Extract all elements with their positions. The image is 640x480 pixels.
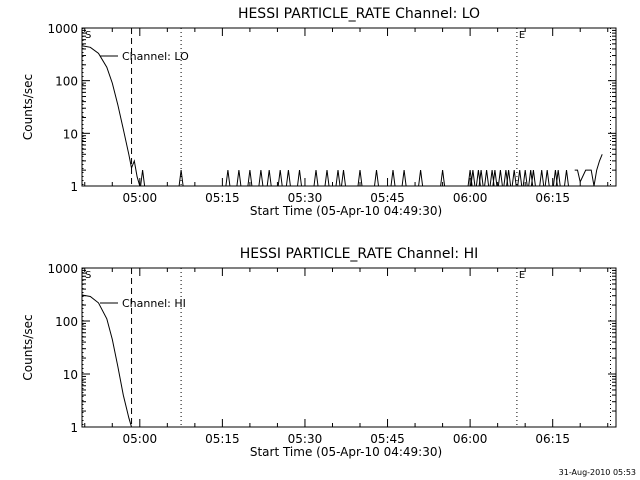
x-axis-label: Start Time (05-Apr-10 04:49:30) [250,204,442,218]
count-spike [277,170,283,187]
legend-label: Channel: HI [122,297,186,310]
y-tick-label: 1 [70,180,78,194]
count-spike [511,170,517,187]
x-tick-label: 06:15 [535,191,570,205]
x-tick-label: 05:30 [288,191,323,205]
count-spike [178,170,184,187]
x-tick-label: 05:15 [205,191,240,205]
count-spike [492,170,498,187]
time-marker-label: E [519,270,525,281]
count-spike [497,170,503,187]
count-spike [564,170,569,187]
x-tick-label: 06:00 [453,191,488,205]
count-spike [297,170,302,187]
count-spike [258,170,264,187]
chart-panel: HESSI PARTICLE_RATE Channel: HI 1 10 100 100… [21,246,617,459]
plot-frame [81,27,617,187]
chart-title: HESSI PARTICLE_RATE Channel: LO [238,6,480,22]
count-spike [285,170,291,187]
count-spike [555,170,561,187]
series-line [81,294,132,428]
count-spike [266,170,272,187]
x-tick-label: 05:45 [370,191,405,205]
x-axis-label: Start Time (05-Apr-10 04:49:30) [250,445,442,459]
y-axis-label: Counts/sec [21,314,35,380]
y-tick-label: 10 [63,127,78,141]
time-marker-label: E [519,30,525,41]
count-spike [506,170,512,187]
y-tick-label: 10 [63,368,78,382]
count-spike [539,170,545,187]
count-spike [478,170,484,187]
legend-label: Channel: LO [122,50,189,63]
count-spike [140,170,146,187]
count-spike [247,170,253,187]
plot-date-stamp: 31-Aug-2010 05:53 [559,468,636,477]
series-line [574,154,603,187]
count-spike [484,170,490,187]
count-spike [324,170,330,187]
y-tick-label: 1000 [47,22,78,36]
count-spike [530,170,536,187]
x-tick-label: 05:45 [370,432,405,446]
count-spike [418,170,424,187]
count-spike [470,170,476,187]
series-line [81,45,141,187]
count-spike [225,170,231,187]
count-spike [517,170,523,187]
chart-title: HESSI PARTICLE_RATE Channel: HI [240,246,478,262]
count-spike [544,170,550,187]
time-marker-label: S [85,270,91,281]
x-tick-label: 05:00 [123,191,158,205]
count-spike [335,170,341,187]
x-tick-label: 06:15 [535,432,570,446]
count-spike [374,170,379,187]
plot-frame [81,267,617,428]
count-spike [313,170,319,187]
count-spike [341,170,346,187]
y-axis-label: Counts/sec [21,74,35,140]
y-tick-label: 100 [55,75,78,89]
time-marker-label: S [85,30,91,41]
x-tick-label: 05:30 [288,432,323,446]
x-tick-label: 06:00 [453,432,488,446]
x-tick-label: 05:00 [123,432,158,446]
count-spike [357,170,363,187]
count-spike [522,170,528,187]
y-tick-label: 1000 [47,262,78,276]
count-spike [390,170,396,187]
y-tick-label: 100 [55,315,78,329]
count-spike [440,170,446,187]
count-spike [236,170,242,187]
x-tick-label: 05:15 [205,432,240,446]
y-tick-label: 1 [70,421,78,435]
chart-panel: HESSI PARTICLE_RATE Channel: LO 1 10 100 100… [21,6,617,218]
count-spike [401,170,407,187]
